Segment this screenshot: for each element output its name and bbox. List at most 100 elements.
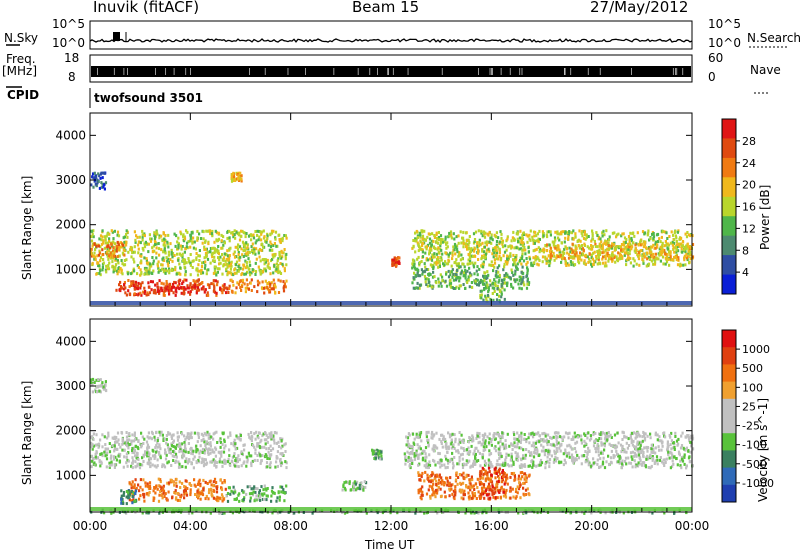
power-cell [213, 288, 216, 292]
power-cell [220, 288, 223, 291]
velocity-cell [93, 381, 96, 384]
velocity-cell [142, 460, 145, 463]
velocity-cell [209, 451, 212, 455]
power-cell [230, 264, 233, 268]
velocity-cell [632, 439, 635, 443]
power-cell [654, 240, 657, 244]
velocity-cell [183, 492, 186, 496]
power-cell [486, 270, 489, 274]
velocity-cell [120, 501, 123, 505]
power-cell [466, 281, 469, 284]
power-cell [106, 232, 109, 236]
power-cell [226, 249, 229, 253]
power-cell [274, 269, 277, 273]
power-cell [141, 246, 144, 250]
power-cell [437, 265, 440, 269]
power-cell [163, 289, 166, 293]
power-cell [561, 230, 564, 234]
velocity-cell [109, 456, 112, 460]
velocity-cell [91, 447, 94, 451]
power-cell [147, 242, 150, 246]
power-cell [111, 230, 114, 234]
velocity-cell [167, 432, 170, 436]
power-cell [129, 245, 132, 249]
power-cell [215, 273, 218, 277]
power-cell [204, 247, 207, 251]
power-cell [201, 271, 205, 275]
velocity-cell [199, 449, 202, 453]
power-cell [460, 253, 463, 257]
power-cell [542, 232, 545, 236]
power-cell [261, 280, 264, 284]
power-cell [143, 242, 146, 246]
velocity-cell [130, 483, 133, 487]
power-cell [641, 230, 645, 234]
velocity-cell [234, 447, 237, 451]
velocity-cell [149, 465, 152, 469]
power-cell [254, 273, 257, 276]
power-cell [432, 270, 435, 274]
power-cell [568, 246, 571, 250]
power-cell [625, 263, 628, 267]
power-cell [558, 232, 561, 236]
power-cell [100, 171, 103, 175]
power-cell [222, 235, 225, 239]
velocity-cell [452, 466, 455, 470]
power-cell [197, 278, 200, 282]
velocity-cell [477, 449, 480, 453]
power-cell [143, 291, 146, 295]
power-cell [465, 244, 468, 248]
velocity-cell [638, 446, 642, 450]
velocity-cell [550, 443, 554, 447]
power-cell [462, 283, 465, 286]
power-cell [683, 258, 686, 262]
velocity-cell [262, 488, 265, 492]
power-cell [587, 235, 590, 238]
power-cell [523, 233, 526, 236]
power-cell [223, 283, 226, 287]
power-cell [187, 240, 190, 244]
velocity-cell [254, 487, 257, 490]
power-cell [90, 235, 93, 239]
power-cell [104, 236, 107, 240]
velocity-cell [156, 441, 159, 445]
power-cell [183, 250, 186, 254]
power-cell [530, 261, 533, 265]
velocity-cell [195, 444, 198, 448]
power-cell [648, 258, 651, 261]
velocity-cell [604, 437, 607, 441]
velocity-cell [265, 447, 268, 451]
velocity-cell [103, 386, 106, 390]
power-cell [468, 241, 471, 244]
power-cell [549, 233, 552, 237]
velocity-cell [198, 451, 201, 455]
velocity-cell [680, 444, 684, 447]
power-cell [100, 238, 103, 242]
velocity-cell [674, 435, 677, 438]
velocity-cell [154, 446, 157, 450]
power-cell [429, 257, 432, 261]
velocity-cell [538, 463, 541, 467]
power-cell [538, 238, 541, 241]
power-cell [423, 269, 427, 273]
power-cell [604, 248, 607, 252]
power-cell [256, 279, 259, 283]
power-cell [558, 238, 561, 242]
power-cell [675, 243, 678, 247]
velocity-cell [407, 459, 410, 463]
power-cell [160, 281, 163, 285]
velocity-cell [270, 449, 273, 452]
power-cell [262, 229, 265, 233]
velocity-cell [155, 444, 158, 448]
freq-unit: [MHz] [2, 64, 38, 78]
velocity-cell [183, 496, 186, 500]
power-cell [468, 256, 471, 260]
power-cell [182, 280, 185, 284]
velocity-cell [499, 445, 502, 449]
power-cell [162, 270, 165, 274]
power-cell [108, 246, 112, 250]
power-cell [685, 244, 688, 248]
power-cell [542, 234, 545, 238]
power-cell [537, 257, 540, 261]
velocity-cell [196, 491, 199, 495]
